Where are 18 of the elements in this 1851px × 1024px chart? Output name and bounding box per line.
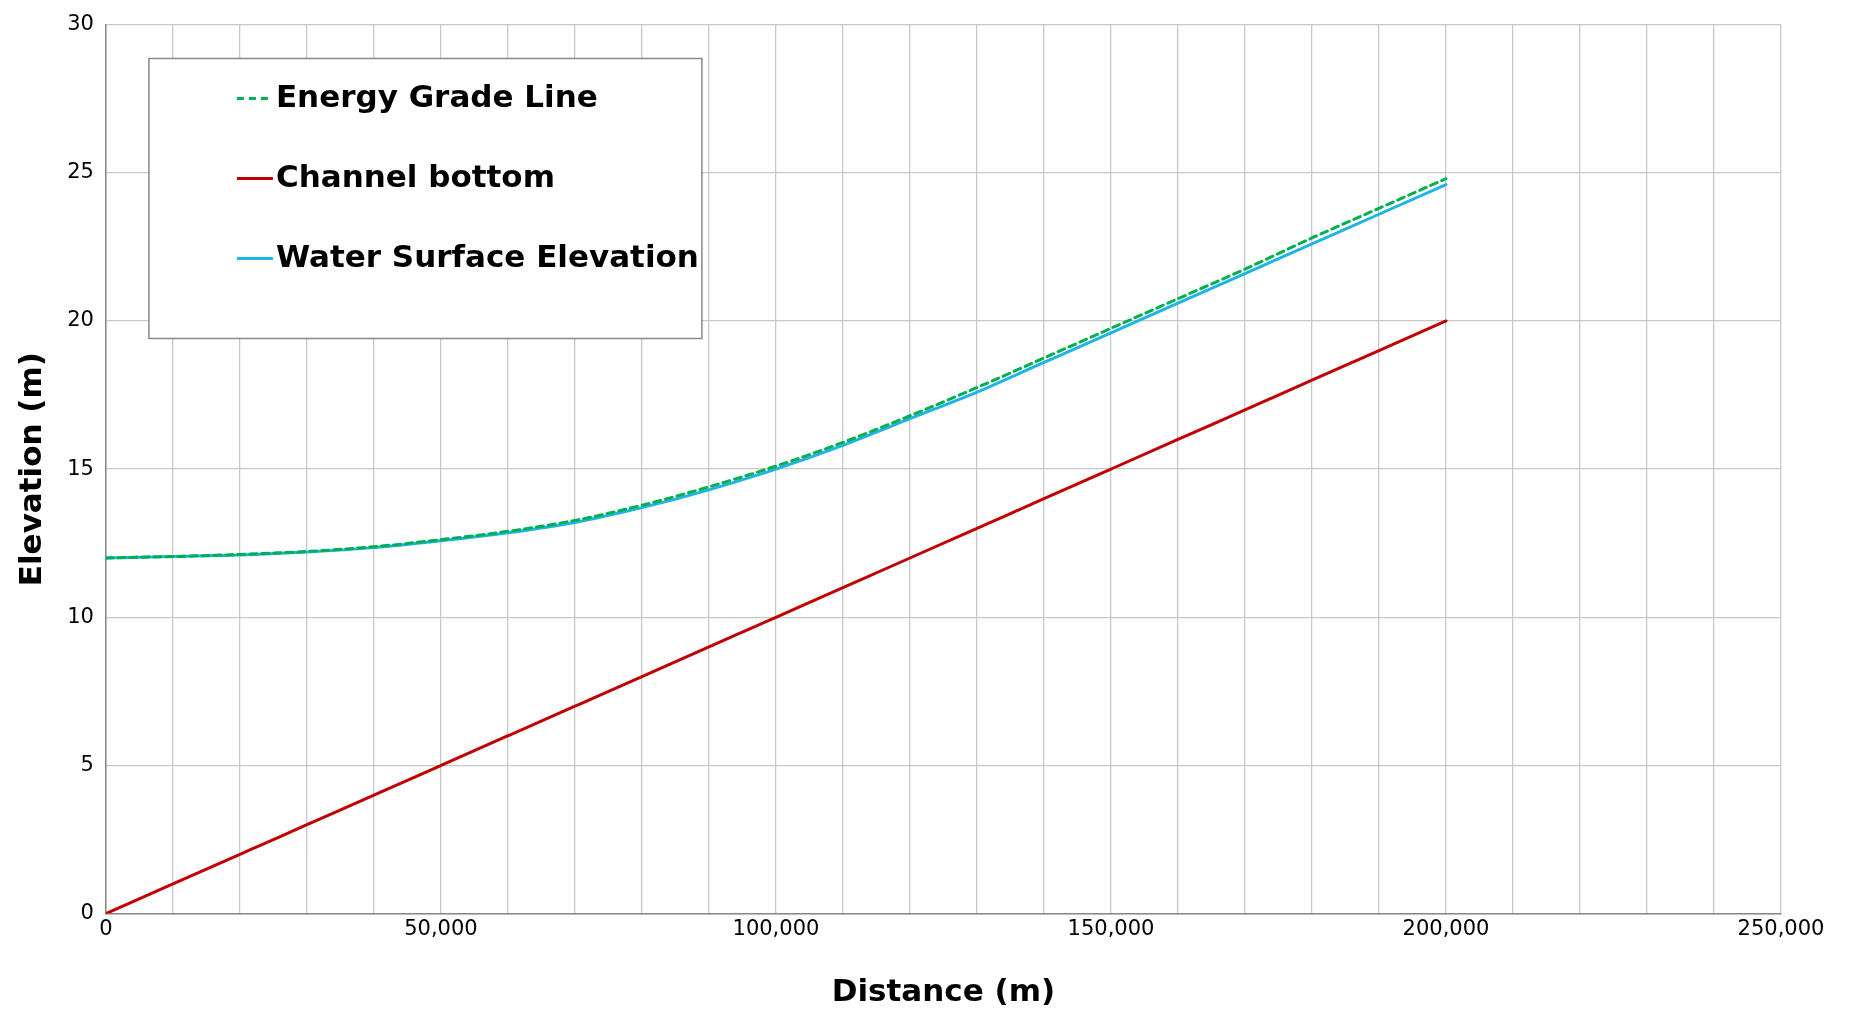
- legend-label: Channel bottom: [275, 157, 555, 194]
- x-tick-label: 50,000: [404, 915, 478, 940]
- x-tick-label: 100,000: [732, 915, 820, 940]
- y-tick-label: 30: [67, 11, 94, 36]
- legend-label: Energy Grade Line: [275, 77, 598, 114]
- y-tick-label: 20: [67, 307, 94, 332]
- x-tick-label: 0: [99, 915, 113, 940]
- x-tick-label: 200,000: [1402, 915, 1490, 940]
- line-series: [105, 319, 1448, 914]
- y-tick-label: 10: [67, 603, 94, 628]
- legend-label: Water Surface Elevation: [275, 237, 699, 274]
- x-axis-title: Distance (m): [831, 972, 1056, 1009]
- y-axis-title: Elevation (m): [11, 352, 48, 587]
- x-tick-label: 250,000: [1737, 915, 1825, 940]
- y-tick-label: 25: [67, 159, 94, 184]
- y-tick-label: 5: [80, 751, 94, 776]
- x-tick-label: 150,000: [1067, 915, 1155, 940]
- y-tick-label: 15: [67, 455, 94, 480]
